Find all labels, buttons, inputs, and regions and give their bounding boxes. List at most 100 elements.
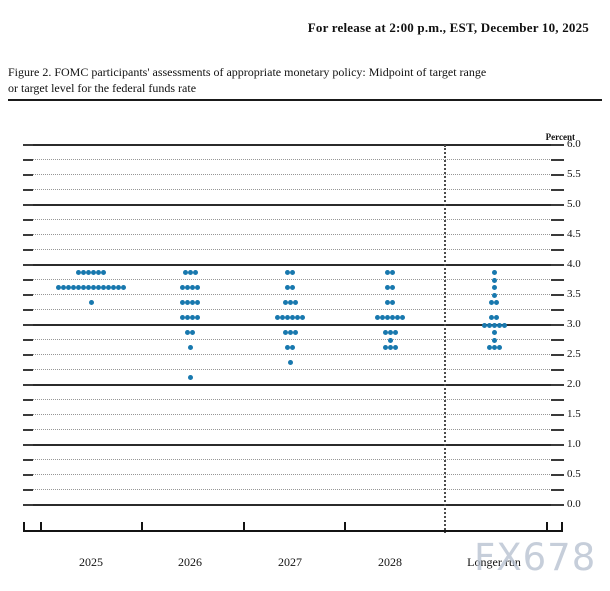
- dot-row: [491, 277, 497, 283]
- y-tick-right: [551, 369, 564, 371]
- gridline-dotted: [23, 399, 550, 400]
- x-axis-tick: [243, 522, 245, 530]
- gridline-dotted: [23, 234, 550, 235]
- y-tick-left: [23, 219, 33, 221]
- projection-dot: [101, 285, 106, 290]
- projection-dot: [494, 315, 499, 320]
- projection-dot: [192, 270, 198, 275]
- y-tick-label: 5.0: [567, 198, 581, 210]
- projection-dot: [290, 285, 295, 290]
- y-tick-left: [23, 384, 33, 386]
- y-tick-label: 2.0: [567, 378, 581, 390]
- y-tick-left: [23, 339, 33, 341]
- projection-dot: [481, 322, 487, 328]
- projection-dot: [491, 285, 497, 290]
- projection-dot: [387, 345, 393, 350]
- projection-dot: [486, 345, 492, 350]
- projection-dot: [86, 270, 91, 275]
- y-tick-left: [23, 324, 33, 326]
- projection-dot: [275, 315, 280, 320]
- gridline-dotted: [23, 309, 550, 310]
- dot-row: [489, 315, 499, 320]
- figure-caption-line1: Figure 2. FOMC participants' assessments…: [8, 65, 487, 79]
- gridline-solid: [23, 144, 563, 146]
- gridline-dotted: [23, 189, 550, 190]
- projection-dot: [491, 345, 497, 350]
- projection-dot: [491, 337, 497, 343]
- figure-caption-line2: or target level for the federal funds ra…: [8, 81, 197, 95]
- y-tick-left: [23, 309, 33, 311]
- gridline-dotted: [23, 489, 550, 490]
- projection-dot: [116, 285, 121, 290]
- projection-dot: [185, 330, 190, 335]
- y-tick-label: 6.0: [567, 138, 581, 150]
- projection-dot: [180, 285, 185, 290]
- y-tick-label: 1.0: [567, 438, 581, 450]
- projection-dot: [392, 345, 398, 350]
- projection-dot: [486, 322, 492, 328]
- projection-dot: [491, 322, 497, 328]
- y-tick-right: [551, 234, 564, 236]
- y-tick-right: [551, 444, 564, 446]
- y-tick-right: [551, 174, 564, 176]
- projection-dot: [190, 315, 195, 320]
- dot-row: [491, 330, 497, 335]
- x-axis-label: 2025: [79, 555, 103, 569]
- gridline-dotted: [23, 294, 550, 295]
- y-tick-right: [551, 414, 564, 416]
- y-tick-right: [551, 459, 564, 461]
- projection-dot: [489, 315, 494, 320]
- projection-dot: [290, 315, 295, 320]
- projection-dot: [91, 270, 96, 275]
- projection-dot: [91, 285, 96, 290]
- projection-dot: [390, 315, 395, 320]
- y-tick-left: [23, 504, 33, 506]
- y-tick-label: 3.5: [567, 288, 581, 300]
- dot-row: [88, 300, 94, 305]
- projection-dot: [290, 270, 295, 275]
- x-axis-tick: [546, 522, 548, 530]
- x-axis-tick: [40, 522, 42, 530]
- dot-row: [491, 292, 497, 298]
- dot-row: [385, 270, 395, 275]
- x-axis-line: [23, 530, 563, 532]
- y-tick-label: 4.5: [567, 228, 581, 240]
- projection-dot: [282, 330, 288, 335]
- gridline-dotted: [23, 354, 550, 355]
- y-tick-right: [551, 219, 564, 221]
- projection-dot: [195, 315, 200, 320]
- y-tick-right: [551, 294, 564, 296]
- y-tick-right: [551, 144, 564, 146]
- projection-dot: [380, 315, 385, 320]
- gridline-dotted: [23, 219, 550, 220]
- dot-row: [182, 270, 198, 275]
- dot-row: [491, 270, 497, 275]
- projection-dot: [496, 345, 502, 350]
- y-tick-left: [23, 204, 33, 206]
- dot-row: [287, 360, 293, 365]
- dot-row: [285, 345, 295, 350]
- y-tick-left: [23, 249, 33, 251]
- projection-dot: [390, 270, 395, 275]
- dot-row: [282, 330, 298, 335]
- y-tick-left: [23, 429, 33, 431]
- dot-row: [385, 300, 395, 305]
- projection-dot: [187, 375, 193, 380]
- gridline-solid: [23, 264, 563, 266]
- y-tick-left: [23, 459, 33, 461]
- dot-row: [180, 285, 200, 290]
- projection-dot: [501, 322, 507, 328]
- y-tick-left: [23, 174, 33, 176]
- projection-dot: [292, 330, 298, 335]
- projection-dot: [61, 285, 66, 290]
- dot-row: [187, 375, 193, 380]
- y-tick-label: 4.0: [567, 258, 581, 270]
- y-tick-right: [551, 399, 564, 401]
- y-tick-label: 0.0: [567, 498, 581, 510]
- projection-dot: [400, 315, 405, 320]
- dot-row: [185, 330, 195, 335]
- projection-dot: [96, 270, 101, 275]
- gridline-dotted: [23, 279, 550, 280]
- projection-dot: [66, 285, 71, 290]
- dot-row: [382, 330, 398, 335]
